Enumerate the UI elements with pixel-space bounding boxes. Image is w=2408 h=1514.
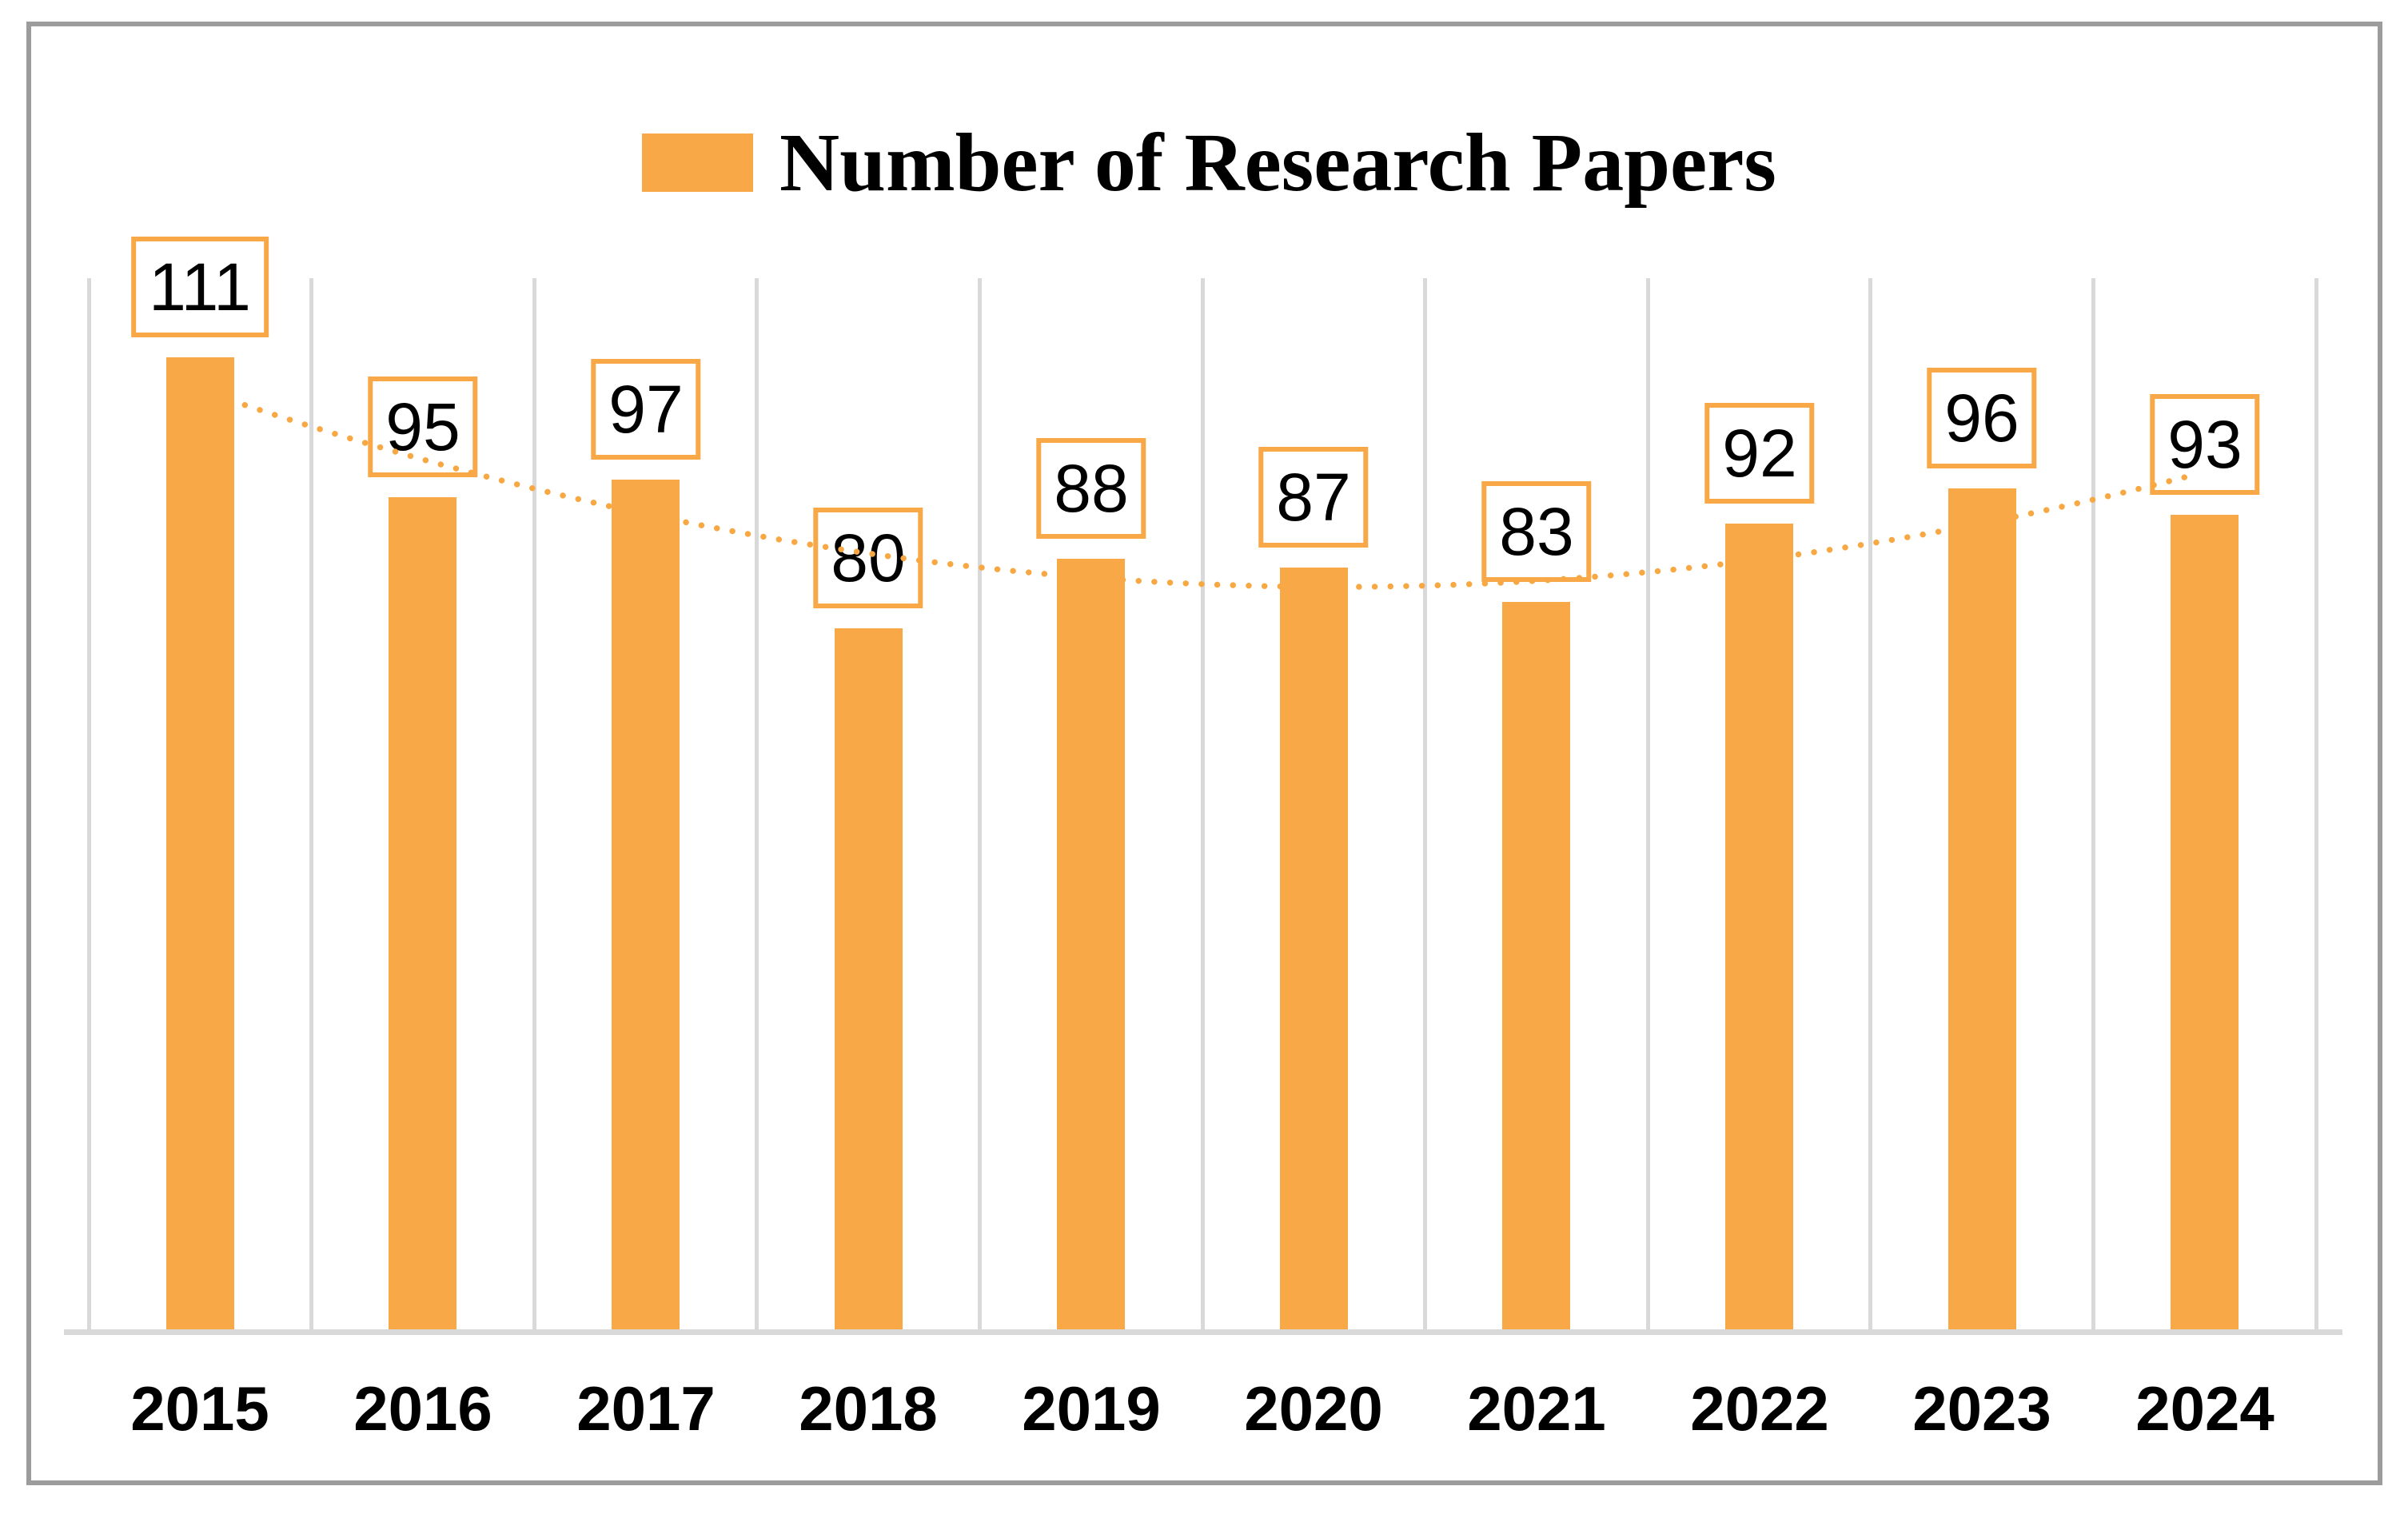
value-label-box: 95 [368, 377, 478, 477]
bar [389, 497, 456, 1329]
bar [2171, 515, 2239, 1329]
value-label-box: 83 [1481, 481, 1592, 582]
x-axis-label: 2021 [1467, 1373, 1606, 1444]
value-label-box: 88 [1036, 438, 1146, 539]
gridline [2314, 278, 2318, 1329]
value-label-box: 92 [1704, 403, 1815, 504]
gridline [309, 278, 313, 1329]
bar [1280, 568, 1348, 1329]
x-axis-label: 2019 [1022, 1373, 1161, 1444]
gridline [2091, 278, 2095, 1329]
value-label-box: 87 [1258, 447, 1369, 548]
gridline [1646, 278, 1650, 1329]
gridline [1868, 278, 1872, 1329]
legend-swatch [642, 133, 753, 192]
bar [612, 480, 680, 1329]
gridline [978, 278, 982, 1329]
x-axis-label: 2023 [1912, 1373, 2051, 1444]
bar [1057, 559, 1125, 1329]
legend-label: Number of Research Papers [779, 116, 1776, 209]
gridline [755, 278, 759, 1329]
bar [1725, 524, 1793, 1329]
legend: Number of Research Papers [642, 121, 1776, 204]
x-axis-line [64, 1329, 2342, 1335]
gridline [532, 278, 536, 1329]
bar [1948, 488, 2016, 1329]
value-label-box: 96 [1927, 368, 2037, 468]
x-axis-label: 2016 [353, 1373, 492, 1444]
gridline [1423, 278, 1427, 1329]
bar [835, 628, 903, 1329]
value-label-box: 80 [813, 508, 923, 608]
x-axis-label: 2017 [576, 1373, 716, 1444]
x-axis-label: 2022 [1690, 1373, 1829, 1444]
value-label-box: 111 [131, 237, 269, 337]
x-axis-label: 2020 [1244, 1373, 1383, 1444]
value-label-box: 93 [2150, 394, 2260, 495]
gridline [87, 278, 91, 1329]
x-axis-label: 2018 [799, 1373, 938, 1444]
bar [1502, 602, 1570, 1329]
gridline [1201, 278, 1205, 1329]
x-axis-label: 2024 [2135, 1373, 2274, 1444]
x-axis-label: 2015 [130, 1373, 269, 1444]
bar [166, 357, 234, 1329]
value-label-box: 97 [591, 359, 701, 460]
